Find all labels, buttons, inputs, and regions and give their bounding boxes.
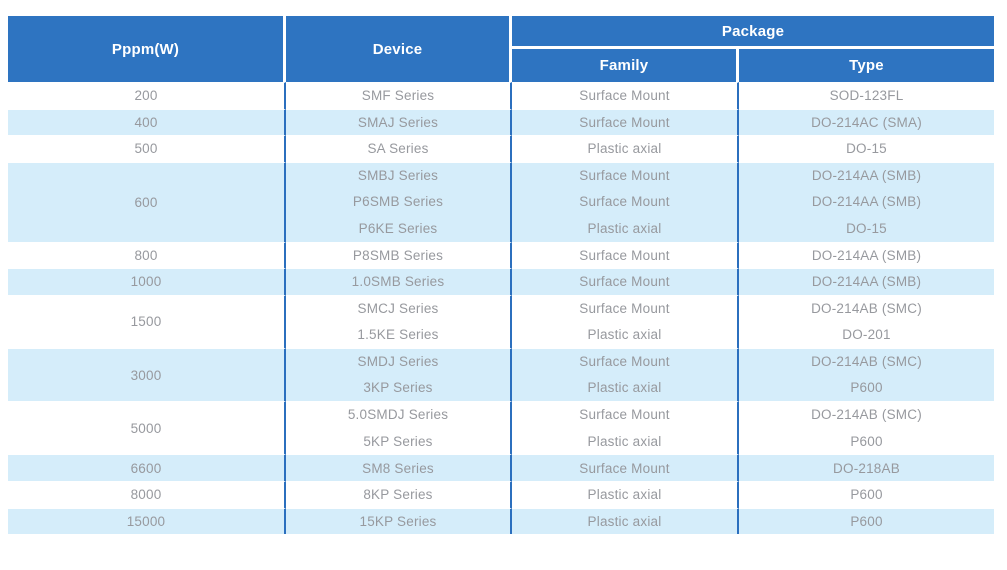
device-cell: SMF Series bbox=[286, 82, 512, 109]
table-row: P6KE Series Plastic axial DO-15 bbox=[8, 214, 994, 242]
type-cell: DO-214AA (SMB) bbox=[739, 241, 994, 269]
pppm-cell: 3000 bbox=[8, 347, 286, 402]
type-cell: P600 bbox=[739, 427, 994, 455]
type-cell: P600 bbox=[739, 374, 994, 402]
family-cell: Plastic axial bbox=[512, 321, 739, 348]
device-package-table-wrap: Pppm(W) Device Package Family Type 200 SM… bbox=[8, 16, 994, 535]
table-row: 15000 15KP Series Plastic axial P600 bbox=[8, 507, 994, 535]
family-cell: Surface Mount bbox=[512, 347, 739, 375]
pppm-cell: 200 bbox=[8, 82, 286, 109]
type-cell: P600 bbox=[739, 507, 994, 535]
family-cell: Plastic axial bbox=[512, 214, 739, 242]
type-cell: DO-214AA (SMB) bbox=[739, 268, 994, 295]
table-row: 500 SA Series Plastic axial DO-15 bbox=[8, 135, 994, 162]
type-cell: DO-15 bbox=[739, 214, 994, 242]
type-cell: DO-15 bbox=[739, 135, 994, 162]
pppm-cell: 15000 bbox=[8, 507, 286, 535]
device-cell: 3KP Series bbox=[286, 374, 512, 402]
type-cell: DO-214AC (SMA) bbox=[739, 108, 994, 136]
family-cell: Surface Mount bbox=[512, 82, 739, 109]
type-cell: DO-214AB (SMC) bbox=[739, 347, 994, 375]
device-cell: SMBJ Series bbox=[286, 161, 512, 189]
pppm-cell: 5000 bbox=[8, 401, 286, 455]
device-cell: 15KP Series bbox=[286, 507, 512, 535]
family-cell: Plastic axial bbox=[512, 427, 739, 455]
table-row: 600 SMBJ Series Surface Mount DO-214AA (SMB… bbox=[8, 161, 994, 242]
device-cell: P6KE Series bbox=[286, 214, 512, 242]
device-cell: 5KP Series bbox=[286, 427, 512, 455]
family-cell: Plastic axial bbox=[512, 480, 739, 508]
header-row-sub: Family Type bbox=[8, 49, 994, 82]
family-cell: Surface Mount bbox=[512, 268, 739, 295]
pppm-cell: 8000 bbox=[8, 480, 286, 508]
device-cell: P8SMB Series bbox=[286, 241, 512, 269]
table-row: P6SMB Series Surface Mount DO-214AA (SMB) bbox=[8, 188, 994, 215]
table-row: 6600 SM8 Series Surface Mount DO-218AB bbox=[8, 454, 994, 481]
pppm-cell: 6600 bbox=[8, 454, 286, 481]
family-cell: Surface Mount bbox=[512, 454, 739, 481]
device-cell: SMCJ Series bbox=[286, 294, 512, 322]
column-header-type: Type bbox=[739, 49, 994, 82]
device-cell: 5.0SMDJ Series bbox=[286, 401, 512, 428]
family-cell: Plastic axial bbox=[512, 374, 739, 402]
family-cell: Surface Mount bbox=[512, 401, 739, 428]
table-row: 800 P8SMB Series Surface Mount DO-214AA (SM… bbox=[8, 241, 994, 269]
table-row: 3KP Series Plastic axial P600 bbox=[8, 374, 994, 402]
table-header: Pppm(W) Device Package Family Type bbox=[8, 16, 994, 82]
table-row: 400 SMAJ Series Surface Mount DO-214AC (SMA… bbox=[8, 108, 994, 136]
family-cell: Plastic axial bbox=[512, 135, 739, 162]
family-cell: Plastic axial bbox=[512, 507, 739, 535]
device-cell: P6SMB Series bbox=[286, 188, 512, 215]
pppm-cell: 400 bbox=[8, 108, 286, 136]
type-cell: DO-214AA (SMB) bbox=[739, 161, 994, 189]
table-row: 200 SMF Series Surface Mount SOD-123FL bbox=[8, 82, 994, 109]
family-cell: Surface Mount bbox=[512, 161, 739, 189]
table-row: 5000 5.0SMDJ Series Surface Mount DO-214AB … bbox=[8, 401, 994, 455]
table-row: 1000 1.0SMB Series Surface Mount DO-214AA (… bbox=[8, 268, 994, 295]
family-cell: Surface Mount bbox=[512, 188, 739, 215]
device-package-table: Pppm(W) Device Package Family Type 200 SM… bbox=[8, 16, 994, 535]
device-cell: 8KP Series bbox=[286, 480, 512, 508]
column-header-device: Device bbox=[286, 16, 512, 82]
column-header-pppm: Pppm(W) bbox=[8, 16, 286, 82]
column-header-package: Package bbox=[512, 16, 994, 49]
table-row: 8000 8KP Series Plastic axial P600 bbox=[8, 480, 994, 508]
family-cell: Surface Mount bbox=[512, 241, 739, 269]
type-cell: SOD-123FL bbox=[739, 82, 994, 109]
pppm-cell: 800 bbox=[8, 241, 286, 269]
pppm-cell: 1000 bbox=[8, 268, 286, 295]
table-row: 1.5KE Series Plastic axial DO-201 bbox=[8, 321, 994, 348]
table-row: 1500 SMCJ Series Surface Mount DO-214AB (SM… bbox=[8, 294, 994, 348]
header-row-top: Pppm(W) Device Package bbox=[8, 16, 994, 82]
device-cell: SA Series bbox=[286, 135, 512, 162]
pppm-cell: 600 bbox=[8, 161, 286, 242]
type-cell: DO-201 bbox=[739, 321, 994, 348]
family-cell: Surface Mount bbox=[512, 108, 739, 136]
device-cell: SMAJ Series bbox=[286, 108, 512, 136]
pppm-cell: 1500 bbox=[8, 294, 286, 348]
device-cell: 1.5KE Series bbox=[286, 321, 512, 348]
table-body: 200 SMF Series Surface Mount SOD-123FL 400 SM… bbox=[8, 82, 994, 535]
type-cell: DO-214AA (SMB) bbox=[739, 188, 994, 215]
type-cell: DO-214AB (SMC) bbox=[739, 294, 994, 322]
table-row: 3000 SMDJ Series Surface Mount DO-214AB (SM… bbox=[8, 347, 994, 402]
type-cell: DO-214AB (SMC) bbox=[739, 401, 994, 428]
device-cell: SMDJ Series bbox=[286, 347, 512, 375]
device-cell: SM8 Series bbox=[286, 454, 512, 481]
family-cell: Surface Mount bbox=[512, 294, 739, 322]
type-cell: DO-218AB bbox=[739, 454, 994, 481]
type-cell: P600 bbox=[739, 480, 994, 508]
table-row: 5KP Series Plastic axial P600 bbox=[8, 427, 994, 455]
pppm-cell: 500 bbox=[8, 135, 286, 162]
device-cell: 1.0SMB Series bbox=[286, 268, 512, 295]
column-header-family: Family bbox=[512, 49, 739, 82]
